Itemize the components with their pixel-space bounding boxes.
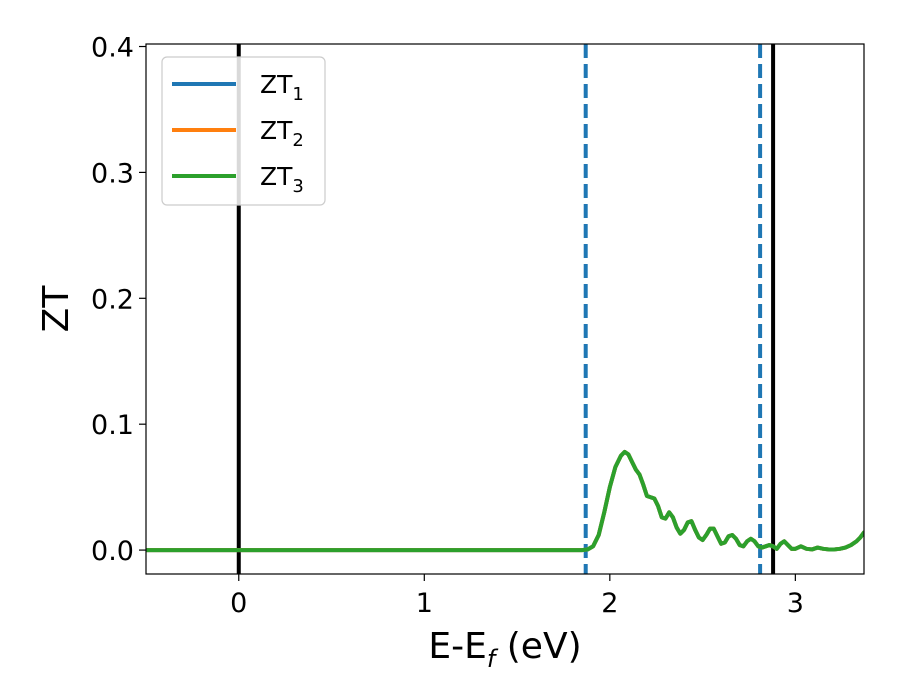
series-line-zt-3 — [146, 449, 864, 553]
x-axis-label-unit: (eV) — [495, 626, 581, 667]
y-tick-label: 0.3 — [91, 158, 134, 189]
x-tick-label: 3 — [787, 588, 804, 619]
legend-label-2: ZT2 — [260, 116, 304, 151]
y-tick-label: 0.1 — [91, 410, 134, 441]
legend-label-1: ZT1 — [260, 70, 304, 105]
x-axis-label-main: E-E — [428, 626, 486, 667]
legend: ZT1 ZT2 ZT3 — [161, 56, 326, 206]
y-tick-label: 0.0 — [91, 536, 134, 567]
reference-lines — [236, 44, 776, 574]
y-axis-ticks: 0.0 0.1 0.2 0.3 0.4 — [91, 33, 146, 567]
x-tick-label: 1 — [416, 588, 433, 619]
x-axis-ticks: 0 1 2 3 — [230, 574, 804, 619]
y-axis-label: ZT — [36, 285, 77, 333]
x-tick-label: 0 — [230, 588, 247, 619]
y-tick-label: 0.2 — [91, 284, 134, 315]
series-lines — [146, 449, 864, 553]
legend-entries: ZT1 ZT2 ZT3 — [172, 70, 304, 197]
plot-frame — [145, 43, 865, 575]
y-tick-label: 0.4 — [91, 33, 134, 64]
legend-box — [161, 56, 326, 206]
legend-label-3: ZT3 — [260, 162, 304, 197]
x-axis-label: E-Ef (eV) — [428, 626, 581, 673]
x-tick-label: 2 — [601, 588, 618, 619]
